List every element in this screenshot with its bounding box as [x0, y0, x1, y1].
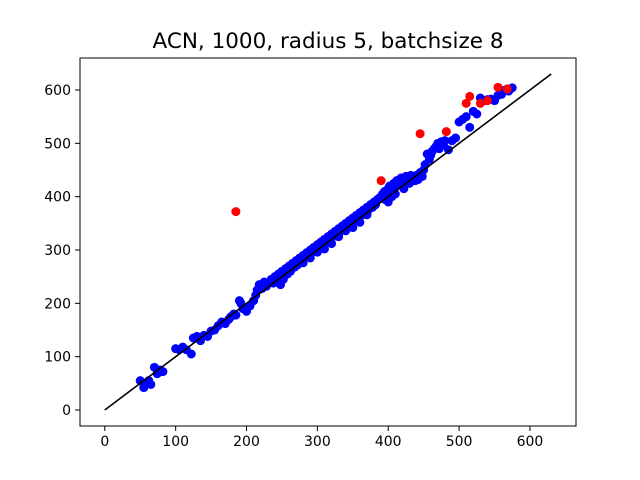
- x-tick-label: 500: [446, 434, 473, 450]
- x-tick-label: 100: [162, 434, 189, 450]
- y-axis: 0 100 200 300 400 500 600: [44, 83, 80, 419]
- y-tick-label: 0: [62, 403, 71, 419]
- plot-frame: [79, 57, 577, 427]
- data-point-red: [376, 176, 386, 186]
- data-point-red: [475, 98, 485, 108]
- x-tick-label: 400: [375, 434, 402, 450]
- data-point-red: [482, 96, 492, 106]
- x-axis: 0 100 200 300 400 500 600: [100, 426, 543, 450]
- data-point-blue: [390, 189, 400, 199]
- data-point-blue: [341, 226, 351, 236]
- data-point-red: [415, 129, 425, 139]
- y-tick-label: 500: [44, 136, 71, 152]
- y-tick-label: 200: [44, 296, 71, 312]
- x-tick-label: 0: [100, 434, 109, 450]
- data-point-blue: [362, 210, 372, 220]
- x-tick-label: 600: [517, 434, 544, 450]
- y-tick-label: 300: [44, 243, 71, 259]
- data-point-red: [461, 98, 471, 108]
- data-point-blue: [186, 349, 196, 359]
- x-tick-label: 300: [304, 434, 331, 450]
- data-point-blue: [451, 133, 461, 143]
- data-point-blue: [348, 223, 358, 233]
- y-tick-label: 400: [44, 190, 71, 206]
- data-point-red: [502, 84, 512, 94]
- data-point-blue: [440, 136, 450, 146]
- data-point-blue: [461, 112, 471, 122]
- data-point-blue: [305, 253, 315, 263]
- data-point-blue: [319, 244, 329, 254]
- identity-reference-line: [104, 73, 552, 411]
- data-point-red: [441, 127, 451, 137]
- y-tick-label: 600: [44, 83, 71, 99]
- y-tick-label: 100: [44, 350, 71, 366]
- data-point-blue: [327, 239, 337, 249]
- data-point-blue: [443, 145, 453, 155]
- data-point-blue: [334, 232, 344, 242]
- data-point-blue: [472, 109, 482, 119]
- data-point-blue: [146, 379, 156, 389]
- points-layer: [104, 73, 552, 411]
- data-point-blue: [298, 258, 308, 268]
- data-point-red: [493, 82, 503, 92]
- data-point-blue: [465, 122, 475, 132]
- data-point-red: [465, 91, 475, 101]
- data-point-blue: [312, 247, 322, 257]
- x-tick-label: 200: [233, 434, 260, 450]
- chart-title: ACN, 1000, radius 5, batchsize 8: [152, 29, 503, 54]
- data-point-blue: [158, 367, 168, 377]
- data-point-red: [231, 207, 241, 217]
- data-point-blue: [355, 217, 365, 227]
